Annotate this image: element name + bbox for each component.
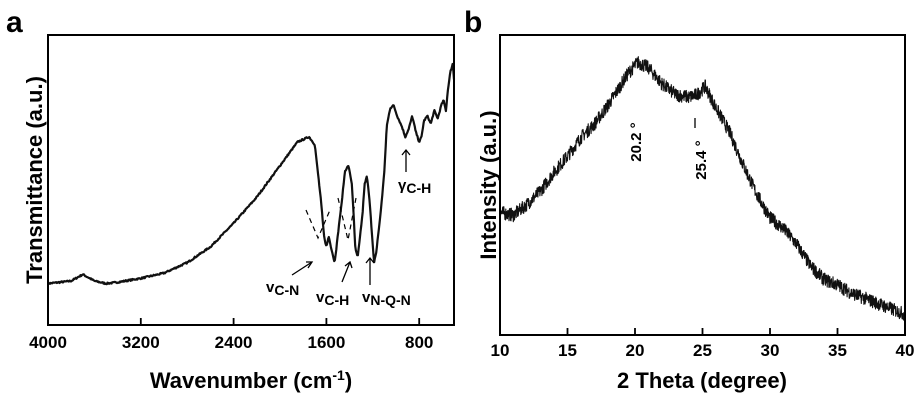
panel-letter-b: b [464, 6, 482, 39]
x-ticks-b: 10 15 20 25 30 35 40 [491, 328, 915, 360]
label-v-ch-sub: C-H [324, 292, 349, 308]
x-tick-label: 15 [558, 341, 577, 360]
x-axis-title-b: 2 Theta (degree) [617, 368, 787, 393]
label-gamma-ch-sub: C-H [406, 180, 431, 196]
x-ticks-a: 4000 3200 2400 1600 800 [29, 318, 433, 352]
label-v-nqn: vN-Q-N [362, 289, 411, 308]
y-axis-title-b: Intensity (a.u.) [476, 110, 501, 259]
x-axis-title-main: Wavenumber (cm [150, 368, 333, 393]
x-tick-label: 35 [828, 341, 847, 360]
arrowhead-nqn [365, 256, 375, 264]
label-peak-20-2: 20.2 ° [628, 122, 645, 161]
peak-annotations-b: 20.2 ° 25.4 ° [628, 118, 710, 180]
label-v-cn-symbol: v [266, 279, 275, 296]
x-tick-label: 2400 [215, 333, 253, 352]
x-tick-label: 25 [693, 341, 712, 360]
label-v-nqn-sub: N-Q-N [370, 292, 410, 308]
x-tick-label: 1600 [307, 333, 345, 352]
arrow-cn [291, 261, 313, 276]
x-tick-label: 40 [896, 341, 915, 360]
x-tick-label: 20 [626, 341, 645, 360]
x-tick-label: 800 [405, 333, 433, 352]
arrowhead-ch [344, 260, 353, 269]
label-peak-25-4: 25.4 ° [693, 140, 710, 179]
xrd-line [499, 56, 906, 321]
label-gamma-ch-symbol: γ [398, 177, 407, 194]
label-gamma-ch: γC-H [398, 177, 431, 196]
x-axis-title: Wavenumber (cm-1) [150, 367, 352, 393]
plot-frame-b [499, 34, 906, 336]
ftir-line [47, 62, 456, 286]
x-axis-title-close: ) [345, 368, 352, 393]
y-axis-title: Transmittance (a.u.) [22, 76, 47, 284]
peak-annotations-a: vC-N vC-H vN-Q-N γC-H [266, 148, 431, 308]
xrd-pattern [499, 56, 906, 321]
arrowhead-gamma-ch [401, 148, 411, 156]
arrowhead-cn [306, 261, 314, 269]
x-tick-label: 3200 [122, 333, 160, 352]
label-v-cn: vC-N [266, 279, 299, 298]
arrow-ch [341, 261, 351, 283]
label-v-ch: vC-H [316, 289, 349, 308]
plot-frame-a [47, 34, 455, 326]
panel-a: a Transmittance (a.u.) 4000 3200 2400 1600 8… [6, 6, 456, 393]
x-axis-title-superscript: -1 [332, 367, 345, 383]
label-v-ch-symbol: v [316, 289, 325, 306]
x-tick-label: 10 [491, 341, 510, 360]
dashed-guide-cn [305, 209, 331, 240]
panel-letter-a: a [6, 6, 23, 39]
x-tick-label: 4000 [29, 333, 67, 352]
ftir-spectrum [47, 62, 456, 286]
x-tick-label: 30 [761, 341, 780, 360]
label-v-nqn-symbol: v [362, 289, 371, 306]
label-v-cn-sub: C-N [274, 282, 299, 298]
panel-b: b Intensity (a.u.) 10 15 20 25 30 35 40 2 Thet… [464, 6, 914, 393]
